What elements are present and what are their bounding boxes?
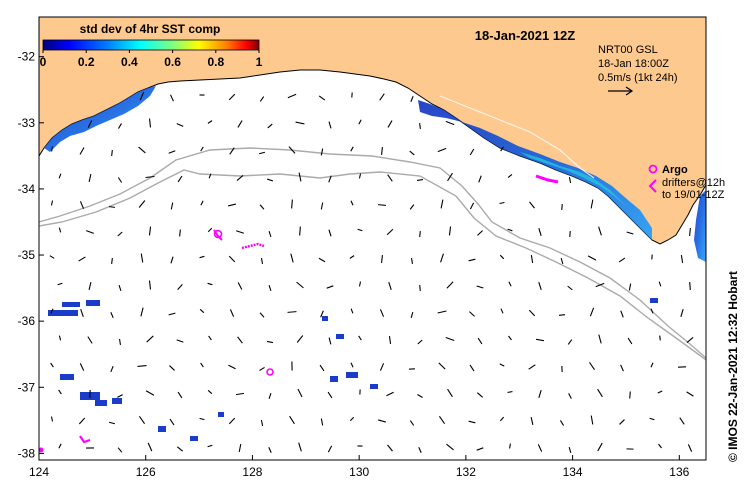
current-arrow: [420, 123, 421, 129]
y-tick-label: -34: [18, 182, 36, 196]
x-tick-label: 124: [29, 465, 49, 479]
y-tick-label: -33: [18, 116, 36, 130]
copyright-label: © IMOS 22-Jan-2021 12:32 Hobart: [726, 271, 740, 462]
colorbar-gradient: [43, 40, 259, 50]
current-arrow: [378, 205, 386, 206]
current-arrow: [559, 315, 565, 316]
current-info-source: NRT00 GSL: [598, 44, 658, 56]
colorbar-tick-label: 0.6: [164, 55, 181, 69]
y-tick-label: -37: [18, 380, 36, 394]
current-arrow: [109, 207, 115, 208]
current-arrow: [690, 282, 691, 290]
x-tick-label: 132: [456, 465, 476, 479]
colorbar-tick-label: 0: [40, 55, 47, 69]
argo-legend-label: Argo: [662, 164, 688, 176]
x-tick-label: 134: [563, 465, 583, 479]
x-tick-label: 126: [136, 465, 156, 479]
current-arrow: [292, 200, 293, 209]
current-arrow: [112, 150, 113, 156]
current-arrow: [300, 227, 301, 236]
current-info-scale: 0.5m/s (1kt 24h): [598, 72, 677, 84]
y-tick-label: -36: [18, 314, 36, 328]
map-title: 18-Jan-2021 12Z: [475, 28, 576, 43]
y-tick-label: -38: [18, 446, 36, 460]
current-arrow: [180, 230, 181, 237]
current-arrow: [630, 392, 631, 399]
current-arrow: [288, 312, 297, 313]
colorbar-tick-label: 0.4: [121, 55, 138, 69]
current-arrow: [660, 336, 661, 341]
current-arrow: [420, 285, 421, 291]
colorbar-tick-label: 1: [256, 55, 263, 69]
argo-drifters-line2: to 19/01-12Z: [662, 189, 725, 201]
y-tick-label: -35: [18, 248, 36, 262]
current-arrow: [562, 204, 563, 210]
x-tick-label: 136: [669, 465, 689, 479]
current-arrow: [420, 231, 421, 237]
x-tick-label: 128: [242, 465, 262, 479]
colorbar-tick-label: 0.2: [78, 55, 95, 69]
x-tick-label: 130: [349, 465, 369, 479]
y-tick-label: -32: [18, 50, 36, 64]
argo-drifters-line1: drifters@12h: [662, 177, 725, 189]
colorbar-label: std dev of 4hr SST comp: [80, 22, 221, 36]
current-arrow: [112, 258, 113, 264]
current-info-time: 18-Jan 18:00Z: [598, 58, 669, 70]
colorbar-tick-label: 0.8: [207, 55, 224, 69]
